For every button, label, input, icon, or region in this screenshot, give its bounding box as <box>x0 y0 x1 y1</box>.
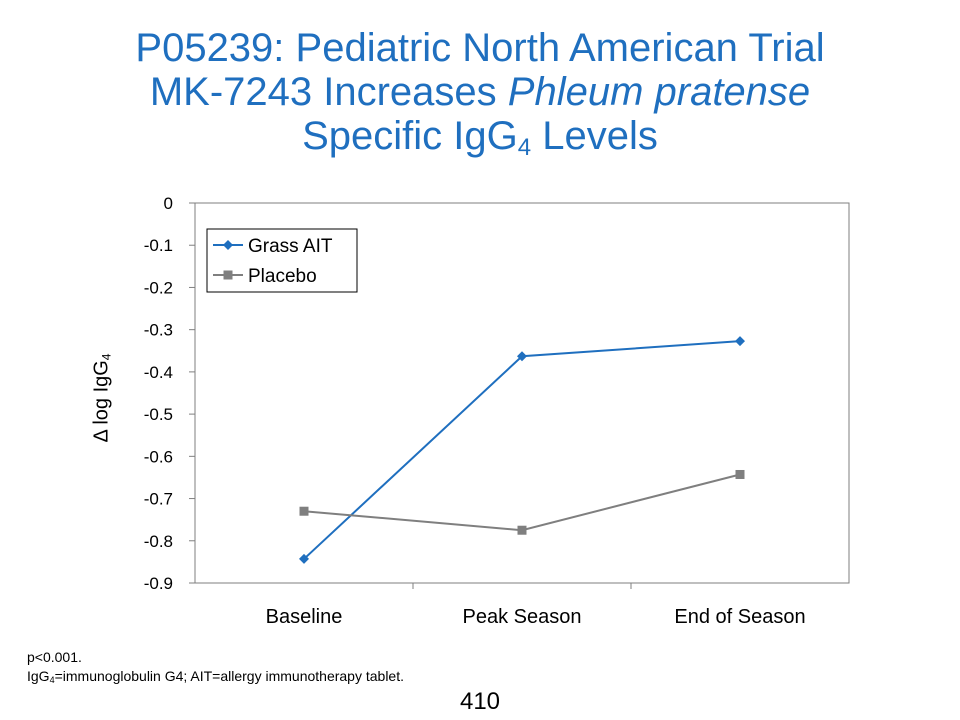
legend-marker-diamond <box>223 240 233 250</box>
title-line-3: Specific IgG4 Levels <box>0 114 960 161</box>
data-point-square <box>517 525 527 535</box>
y-tick-label: -0.8 <box>144 532 173 551</box>
legend-marker-square <box>223 270 233 280</box>
title-line-3-suffix: Levels <box>531 114 658 158</box>
y-tick-label: -0.9 <box>144 574 173 593</box>
title-line-3-text: Specific IgG <box>302 114 518 158</box>
title-line-1: P05239: Pediatric North American Trial <box>135 26 825 70</box>
y-tick-label: -0.4 <box>144 363 173 382</box>
title-line-2-text: MK-7243 Increases <box>149 70 508 114</box>
y-axis-label: Δ log IgG4 <box>91 354 114 443</box>
slide-title: P05239: Pediatric North American Trial M… <box>0 26 960 161</box>
x-tick-label: Peak Season <box>463 606 582 628</box>
x-tick-label: Baseline <box>266 606 343 628</box>
y-tick-label: 0 <box>164 194 173 213</box>
data-point-diamond <box>517 351 527 362</box>
data-point-diamond <box>735 336 745 347</box>
footnote-line-1: p<0.001. <box>27 649 82 665</box>
y-tick-label: -0.1 <box>144 236 173 255</box>
y-tick-label: -0.7 <box>144 490 173 509</box>
footnote: p<0.001. IgG4=immunoglobulin G4; AIT=all… <box>27 648 404 686</box>
title-line-2-italic: Phleum pratense <box>507 70 811 114</box>
data-point-diamond <box>299 553 309 564</box>
footnote-line-2-subscript: 4 <box>49 675 55 685</box>
y-axis-label-subscript: 4 <box>99 353 114 361</box>
data-point-square <box>299 506 309 516</box>
title-line-3-subscript: 4 <box>517 134 532 161</box>
title-line-2: MK-7243 Increases Phleum pratense <box>0 70 960 114</box>
legend-label: Placebo <box>248 266 317 287</box>
y-tick-label: -0.2 <box>144 278 173 297</box>
y-tick-label: -0.3 <box>144 321 173 340</box>
legend-box <box>206 228 358 293</box>
page-number: 410 <box>459 688 501 715</box>
y-axis-label-text: Δ log IgG <box>90 360 113 443</box>
footnote-line-2: IgG4=immunoglobulin G4; AIT=allergy immu… <box>27 667 404 686</box>
footnote-line-2-suffix: =immunoglobulin G4; AIT=allergy immunoth… <box>54 668 404 684</box>
footnote-line-2-text: IgG <box>27 668 50 684</box>
y-tick-label: -0.6 <box>144 447 173 466</box>
legend-label: Grass AIT <box>248 236 333 257</box>
data-point-square <box>735 469 745 479</box>
x-tick-label: End of Season <box>674 606 805 628</box>
y-tick-label: -0.5 <box>144 405 173 424</box>
